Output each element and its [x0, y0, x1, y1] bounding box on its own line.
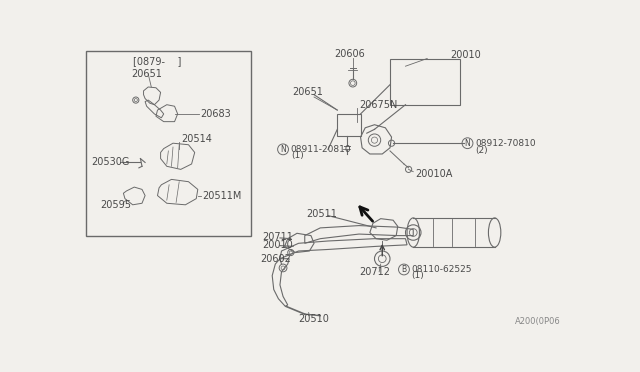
- Text: 20510: 20510: [298, 314, 330, 324]
- Text: 20602: 20602: [260, 254, 291, 264]
- Text: (1): (1): [412, 271, 424, 280]
- Text: B: B: [401, 265, 406, 274]
- Text: 20675N: 20675N: [359, 100, 397, 110]
- Text: 20711: 20711: [262, 232, 293, 242]
- Bar: [390, 58, 460, 105]
- Text: 20683: 20683: [200, 109, 231, 119]
- Text: 20010A: 20010A: [415, 169, 452, 179]
- Text: A200(0P06: A200(0P06: [515, 317, 561, 326]
- Text: 20511M: 20511M: [202, 190, 242, 201]
- Text: 20511: 20511: [307, 209, 337, 219]
- Text: (1): (1): [291, 151, 303, 160]
- Text: 20712: 20712: [359, 267, 390, 277]
- Text: 20514: 20514: [180, 134, 212, 144]
- Bar: [86, 51, 250, 235]
- Bar: [337, 114, 360, 135]
- Text: (2): (2): [476, 145, 488, 155]
- Text: 20530G: 20530G: [91, 157, 129, 167]
- Text: 20010: 20010: [262, 240, 293, 250]
- Text: 08912-70810: 08912-70810: [476, 139, 536, 148]
- Text: 20651: 20651: [131, 69, 162, 79]
- Text: 20651: 20651: [292, 87, 323, 97]
- Text: N: N: [465, 139, 470, 148]
- Text: 08911-20810: 08911-20810: [291, 145, 351, 154]
- Text: N: N: [280, 145, 286, 154]
- Text: 20010: 20010: [450, 51, 481, 60]
- Text: 20595: 20595: [100, 200, 131, 210]
- Text: 08110-62525: 08110-62525: [412, 265, 472, 274]
- Text: 20606: 20606: [334, 49, 365, 59]
- Text: [0879-    ]: [0879- ]: [133, 56, 182, 66]
